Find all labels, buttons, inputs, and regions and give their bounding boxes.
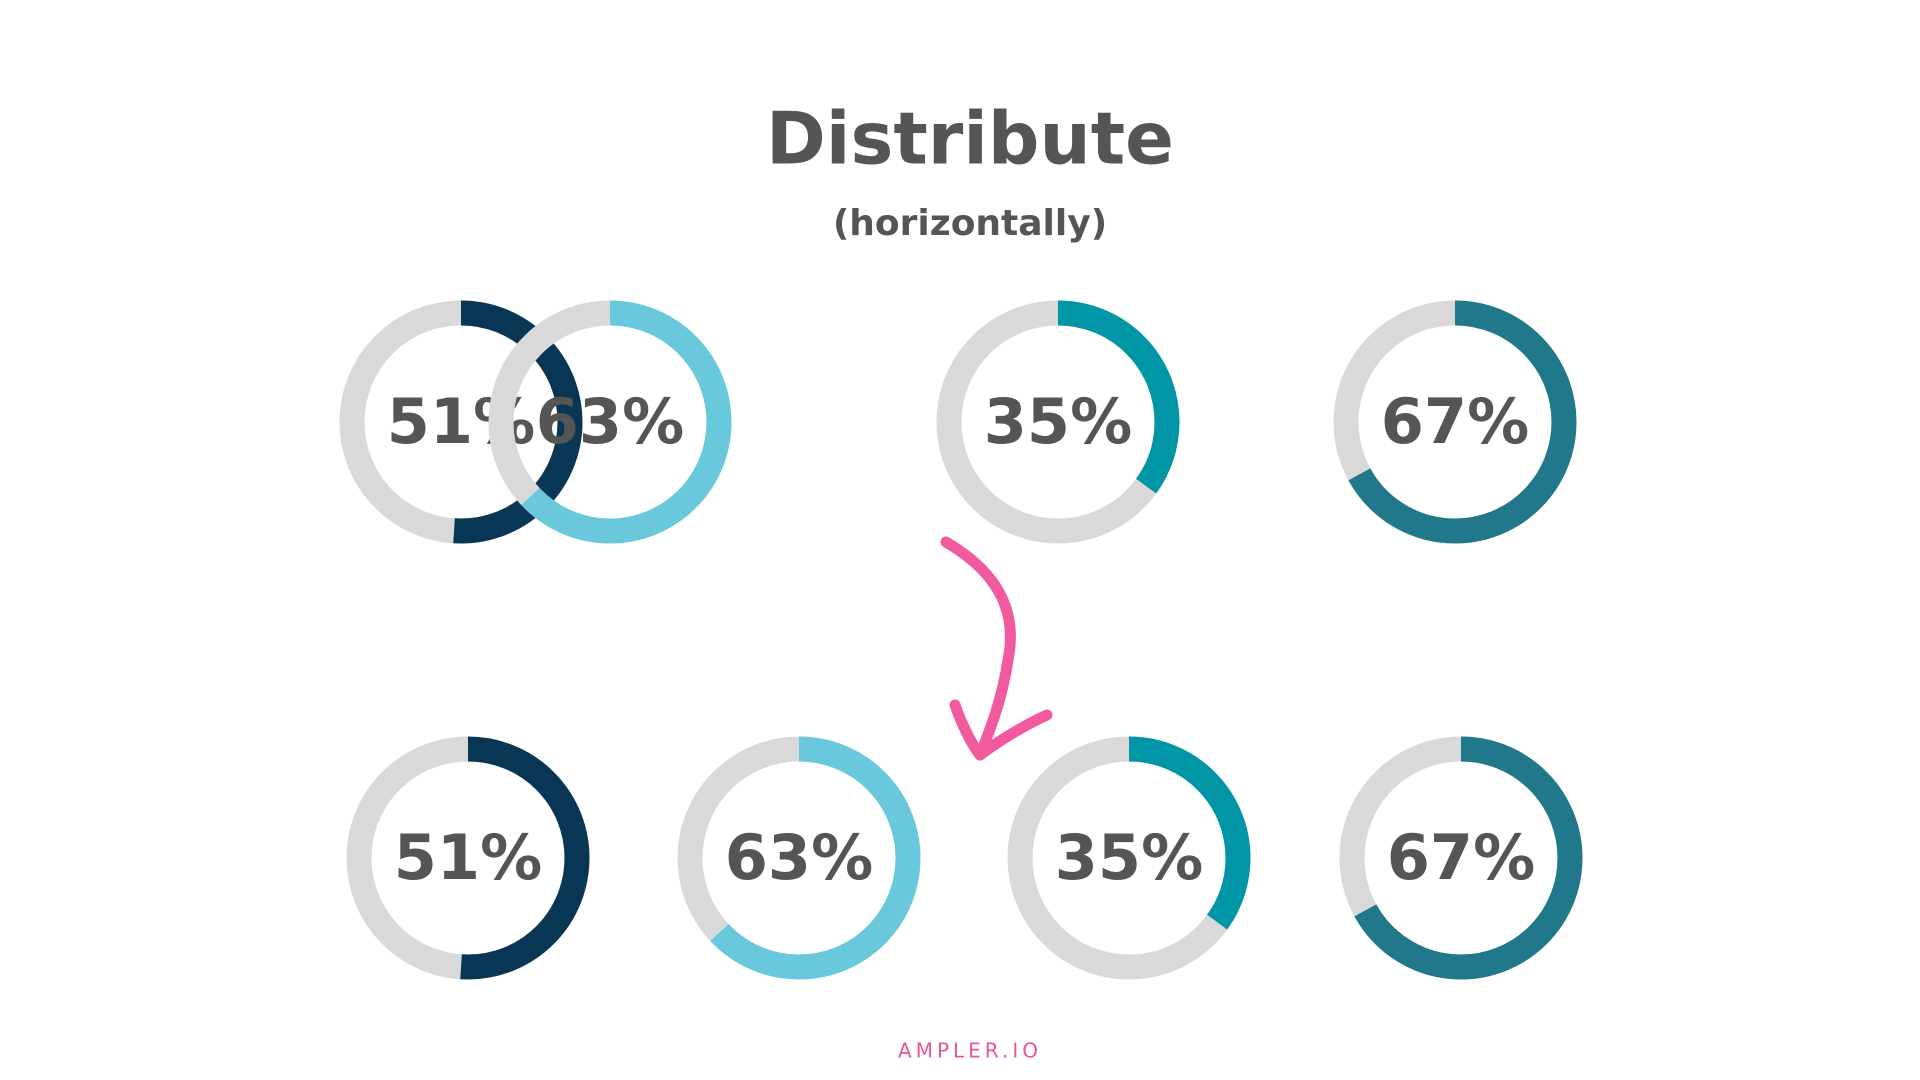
donut-arc [339, 300, 583, 544]
donut-arc [936, 300, 1180, 544]
donut-label: 63% [725, 821, 873, 894]
subtitle: (horizontally) [833, 203, 1107, 244]
donut-label: 35% [1055, 821, 1203, 894]
donut-label: 67% [1387, 821, 1535, 894]
footer: AMPLER.IO [898, 1039, 1042, 1063]
arrow [940, 536, 1016, 761]
donut-arc [488, 300, 732, 544]
title: Distribute [766, 97, 1174, 181]
donut-area: 51% 63% 35% 67%51% 63% 35% 67% [339, 300, 1583, 980]
donut-arc [346, 736, 590, 980]
donut-arc [1333, 300, 1577, 544]
donut-arc [677, 736, 921, 980]
donut-label: 35% [984, 385, 1132, 458]
donut-label: 63% [536, 385, 684, 458]
arrow-head [949, 699, 1053, 761]
donut-arc [1339, 736, 1583, 980]
donut-label: 67% [1381, 385, 1529, 458]
donut-label: 51% [394, 821, 542, 894]
donut-arc [1007, 736, 1251, 980]
